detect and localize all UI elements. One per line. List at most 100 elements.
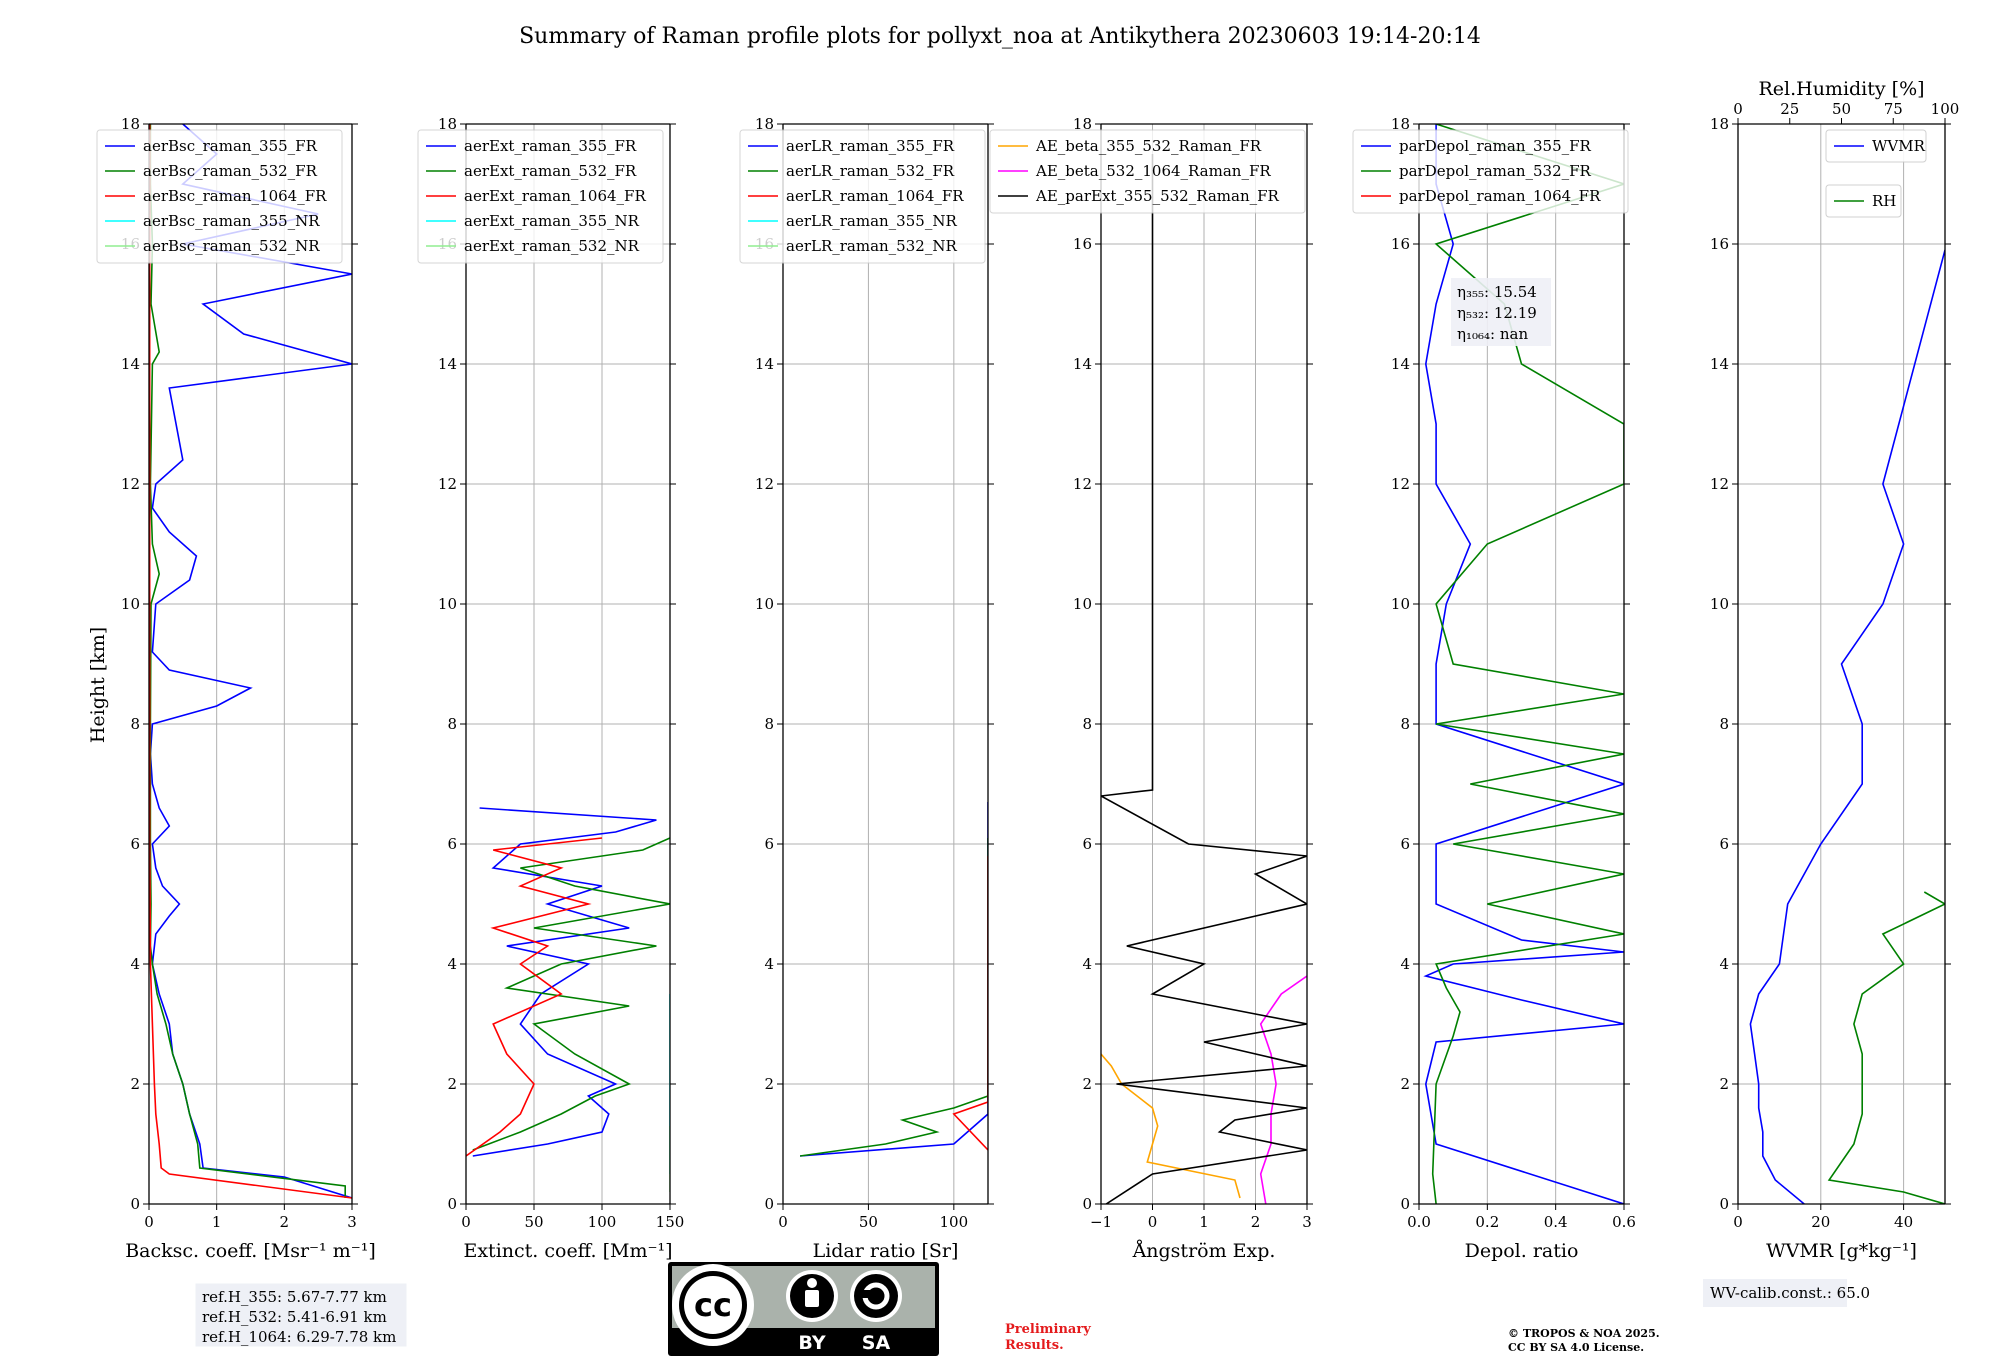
y-tick-label: 4 xyxy=(1719,955,1729,973)
legend-label: aerExt_raman_355_FR xyxy=(464,137,637,155)
profile-panels: 0246810121416180123Backsc. coeff. [Msr⁻¹… xyxy=(96,78,1959,1262)
y-tick-label: 10 xyxy=(755,595,774,613)
copyright-line-1: © TROPOS & NOA 2025. xyxy=(1508,1327,1660,1340)
legend-label: aerLR_raman_1064_FR xyxy=(786,187,964,205)
x-tick-label: 100 xyxy=(588,1213,617,1231)
sa-label: SA xyxy=(862,1332,891,1354)
y-tick-label: 8 xyxy=(1082,715,1092,733)
y-tick-label: 12 xyxy=(1073,475,1092,493)
preliminary-line-1: Preliminary xyxy=(1005,1322,1091,1337)
legend-box xyxy=(96,129,343,264)
legend-angstrom: AE_beta_355_532_Raman_FR AE_beta_532_1064… xyxy=(989,129,1306,214)
legend-label: aerBsc_raman_532_FR xyxy=(143,162,318,180)
legend-box xyxy=(417,129,664,264)
legend-label: parDepol_raman_1064_FR xyxy=(1399,187,1601,205)
x-tick-label: 150 xyxy=(656,1213,685,1231)
y-tick-label: 2 xyxy=(447,1075,457,1093)
legend-label: parDepol_raman_355_FR xyxy=(1399,137,1592,155)
y-tick-label: 18 xyxy=(438,115,457,133)
legend-box xyxy=(1352,129,1629,214)
legend-label: WVMR xyxy=(1872,137,1926,155)
series-group xyxy=(1423,124,1624,1204)
top-x-tick-label: 50 xyxy=(1832,100,1851,118)
series-group xyxy=(799,802,988,1157)
by-label: BY xyxy=(798,1332,825,1354)
y-tick-label: 8 xyxy=(130,715,140,733)
legend-label: aerExt_raman_532_FR xyxy=(464,162,637,180)
series-line-aerBsc_raman_532_FR xyxy=(149,124,346,1198)
x-tick-label: 50 xyxy=(859,1213,878,1231)
y-tick-label: 16 xyxy=(1073,235,1092,253)
y-tick-label: 2 xyxy=(1400,1075,1410,1093)
series-line-RH xyxy=(1827,891,1945,1204)
series-line-aerLR_raman_532_FR xyxy=(799,838,988,1157)
legend-label: AE_beta_355_532_Raman_FR xyxy=(1035,137,1262,155)
y-tick-label: 8 xyxy=(447,715,457,733)
y-tick-label: 4 xyxy=(1400,955,1410,973)
series-line-aerBsc_raman_1064_FR xyxy=(149,124,352,1199)
x-tick-label: 3 xyxy=(1302,1213,1312,1231)
y-tick-label: 4 xyxy=(764,955,774,973)
legend-extinction: aerExt_raman_355_FR aerExt_raman_532_FRae… xyxy=(417,129,664,264)
y-tick-label: 0 xyxy=(447,1195,457,1213)
y-tick-label: 14 xyxy=(755,355,774,373)
y-tick-label: 18 xyxy=(1391,115,1410,133)
y-tick-label: 4 xyxy=(130,955,140,973)
panel-backscatter: 0246810121416180123Backsc. coeff. [Msr⁻¹… xyxy=(96,115,376,1262)
x-tick-label: 0 xyxy=(778,1213,788,1231)
series-line-aerLR_raman_1064_FR xyxy=(952,856,988,1151)
y-tick-label: 10 xyxy=(1073,595,1092,613)
series-group xyxy=(1101,154,1307,1204)
y-tick-label: 4 xyxy=(1082,955,1092,973)
series-group xyxy=(1749,249,1945,1204)
legend-box xyxy=(1825,129,1927,163)
x-tick-label: 0 xyxy=(1733,1213,1743,1231)
legend-label: aerLR_raman_532_NR xyxy=(786,237,957,255)
legend-label: aerBsc_raman_1064_FR xyxy=(143,187,327,205)
ref-height-1064: ref.H_1064: 6.29-7.78 km xyxy=(202,1328,396,1346)
y-tick-label: 12 xyxy=(1391,475,1410,493)
x-tick-label: −1 xyxy=(1090,1213,1112,1231)
legend-label: AE_parExt_355_532_Raman_FR xyxy=(1035,187,1280,205)
legend-label: aerExt_raman_355_NR xyxy=(464,212,640,230)
legend-label: aerBsc_raman_355_NR xyxy=(143,212,320,230)
legend-label: aerBsc_raman_355_FR xyxy=(143,137,318,155)
x-tick-label: 0.0 xyxy=(1407,1213,1431,1231)
y-tick-label: 0 xyxy=(1400,1195,1410,1213)
y-tick-label: 12 xyxy=(755,475,774,493)
legend-label: RH xyxy=(1872,192,1896,210)
series-line-AE_beta_355_532_Raman_FR xyxy=(1101,1053,1241,1199)
y-tick-label: 10 xyxy=(1391,595,1410,613)
y-tick-label: 0 xyxy=(130,1195,140,1213)
y-tick-label: 8 xyxy=(1719,715,1729,733)
cc-logo-text: cc xyxy=(694,1286,732,1324)
panel-lidar_ratio: 024681012141618050100Lidar ratio [Sr]aer… xyxy=(739,115,994,1262)
wv-calib-constant: WV-calib.const.: 65.0 xyxy=(1710,1284,1870,1302)
x-axis-label: Ångström Exp. xyxy=(1132,1240,1276,1262)
series-line-aerLR_raman_355_FR xyxy=(800,802,988,1157)
series-line-aerBsc_raman_355_FR xyxy=(149,124,352,1199)
x-tick-label: 0 xyxy=(144,1213,154,1231)
x-tick-label: 0.6 xyxy=(1612,1213,1636,1231)
y-tick-label: 8 xyxy=(764,715,774,733)
height-axis-label: Height [km] xyxy=(87,627,109,743)
legend-label: aerBsc_raman_532_NR xyxy=(143,237,320,255)
eta-1064: η₁₀₆₄: nan xyxy=(1457,325,1528,343)
eta-532: η₅₃₂: 12.19 xyxy=(1457,304,1537,322)
x-tick-label: 0 xyxy=(1148,1213,1158,1231)
legend-label: AE_beta_532_1064_Raman_FR xyxy=(1035,162,1271,180)
figure-title: Summary of Raman profile plots for polly… xyxy=(519,24,1481,49)
legend-label: parDepol_raman_532_FR xyxy=(1399,162,1592,180)
series-line-aerExt_raman_355_FR xyxy=(472,807,657,1157)
series-group xyxy=(149,124,352,1199)
series-line-AE_beta_532_1064_Raman_FR xyxy=(1259,975,1307,1204)
legend-label: aerLR_raman_355_NR xyxy=(786,212,957,230)
eta-box: η₃₅₅: 15.54 η₅₃₂: 12.19 η₁₀₆₄: nan xyxy=(1451,278,1551,346)
x-axis-label: Depol. ratio xyxy=(1465,1240,1579,1262)
y-tick-label: 14 xyxy=(1073,355,1092,373)
top-x-tick-label: 75 xyxy=(1884,100,1903,118)
legend-backscatter: aerBsc_raman_355_FR aerBsc_raman_532_FRae… xyxy=(96,129,343,264)
top-x-axis-label: Rel.Humidity [%] xyxy=(1758,78,1924,100)
y-tick-label: 18 xyxy=(755,115,774,133)
